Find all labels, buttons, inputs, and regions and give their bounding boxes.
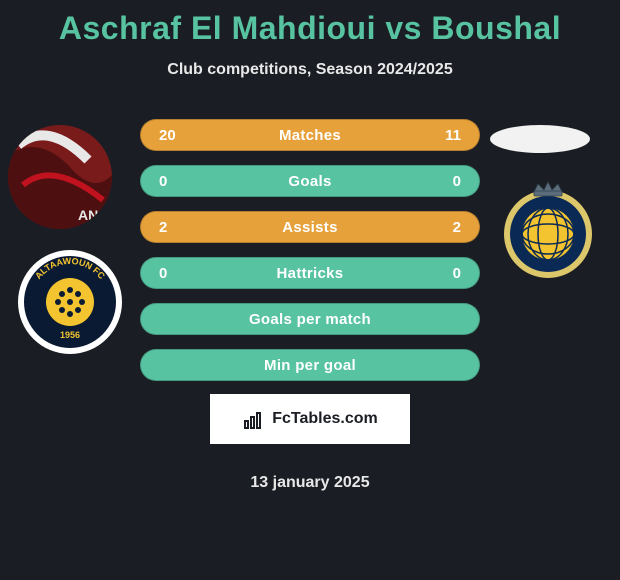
chart-icon: [242, 407, 266, 431]
source-badge: FcTables.com: [210, 394, 410, 444]
vs-text: vs: [385, 10, 422, 46]
stat-row-goals: 0Goals0: [140, 165, 480, 197]
stat-row-min-per-goal: Min per goal: [140, 349, 480, 381]
stat-row-hattricks: 0Hattricks0: [140, 257, 480, 289]
stat-right-value: 11: [431, 127, 461, 144]
stat-row-assists: 2Assists2: [140, 211, 480, 243]
page-title: Aschraf El Mahdioui vs Boushal: [0, 0, 620, 47]
stats-area: 20Matches110Goals02Assists20Hattricks0Go…: [0, 119, 620, 381]
source-badge-text: FcTables.com: [272, 410, 378, 428]
player1-name: Aschraf El Mahdioui: [59, 10, 376, 46]
stat-label: Matches: [189, 127, 431, 144]
stat-left-value: 0: [159, 173, 189, 190]
subtitle: Club competitions, Season 2024/2025: [0, 61, 620, 79]
player2-name: Boushal: [431, 10, 561, 46]
stat-label: Assists: [189, 219, 431, 236]
stat-label: Min per goal: [189, 357, 431, 374]
stat-left-value: 2: [159, 219, 189, 236]
stat-right-value: 0: [431, 265, 461, 282]
stat-left-value: 20: [159, 127, 189, 144]
stat-right-value: 0: [431, 173, 461, 190]
stat-label: Goals per match: [189, 311, 431, 328]
stat-label: Goals: [189, 173, 431, 190]
stat-right-value: 2: [431, 219, 461, 236]
comparison-card: Aschraf El Mahdioui vs Boushal Club comp…: [0, 0, 620, 580]
date: 13 january 2025: [0, 474, 620, 492]
stat-left-value: 0: [159, 265, 189, 282]
stat-row-matches: 20Matches11: [140, 119, 480, 151]
stat-label: Hattricks: [189, 265, 431, 282]
stat-row-goals-per-match: Goals per match: [140, 303, 480, 335]
